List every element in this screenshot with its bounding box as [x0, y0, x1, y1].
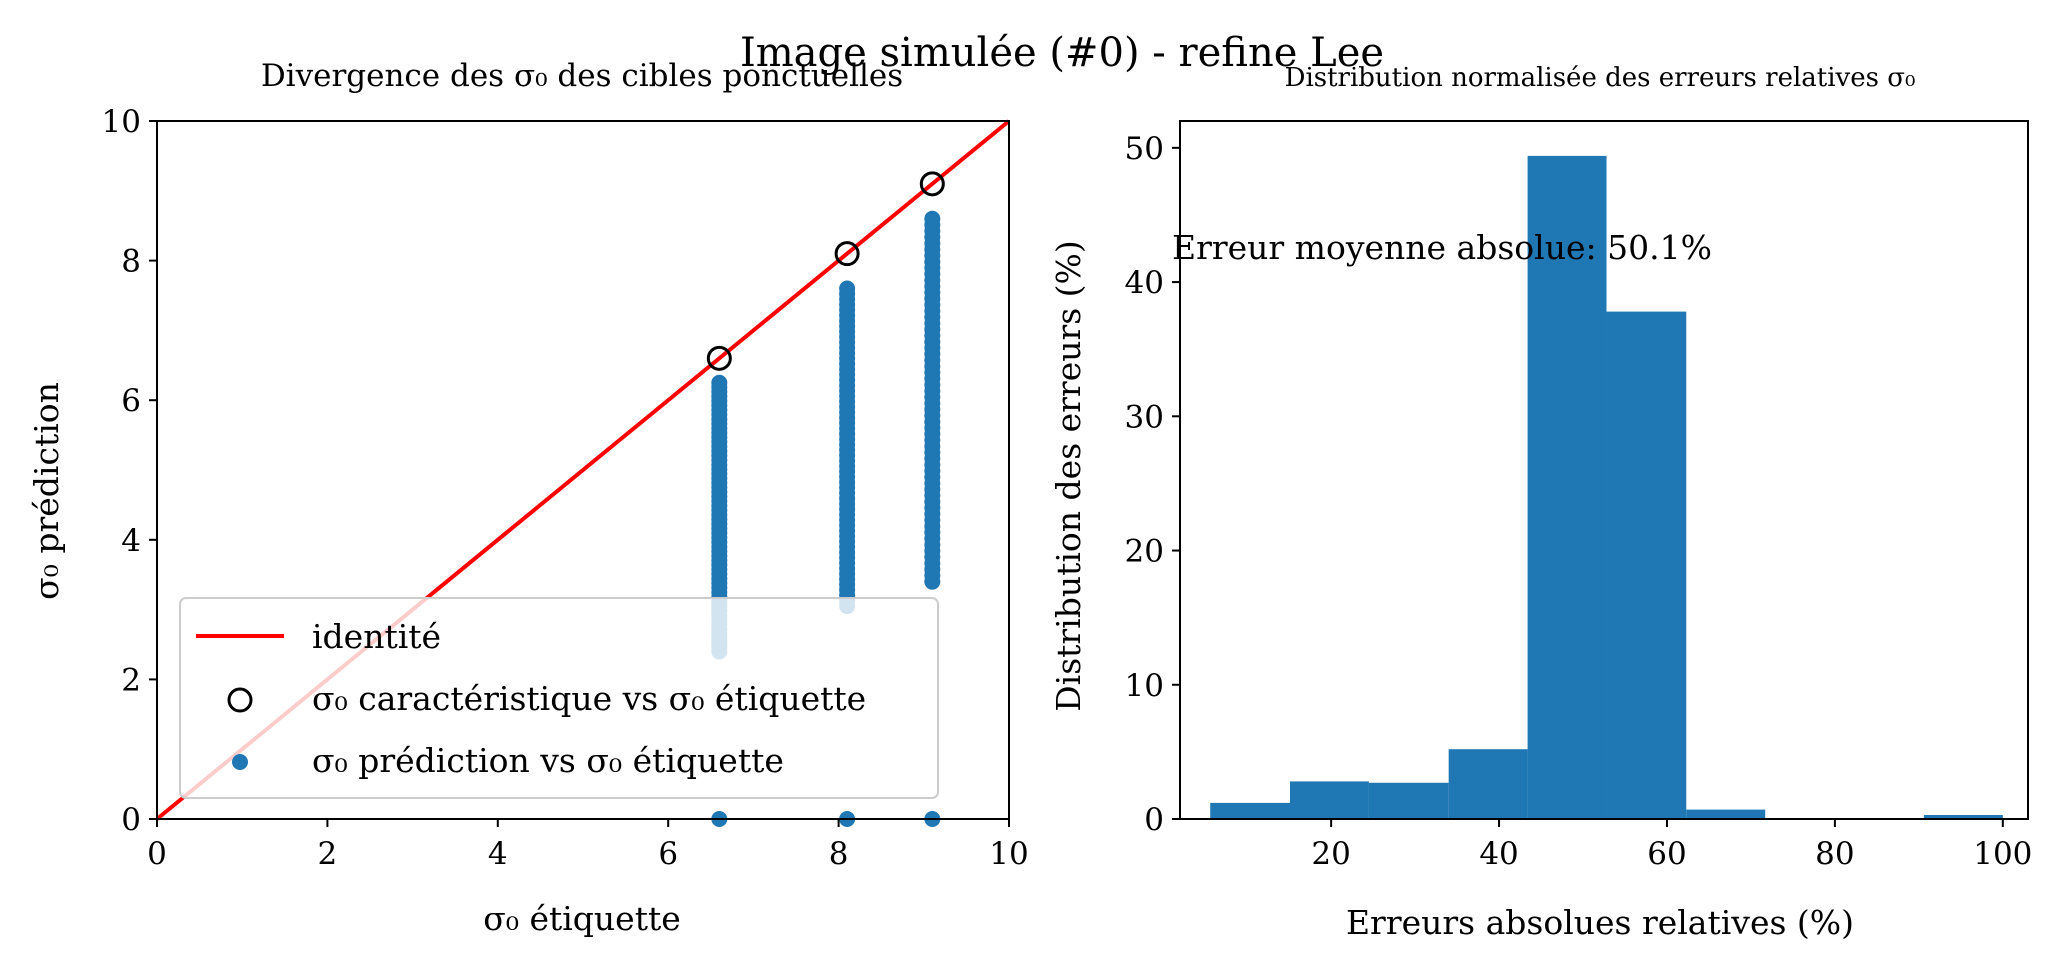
scatter-chart: Divergence des σ₀ des cibles ponctuelles…: [27, 58, 1029, 938]
legend-identity-label: identité: [312, 617, 441, 656]
histogram-chart: Distribution normalisée des erreurs rela…: [1049, 63, 2032, 942]
x-tick-label: 60: [1647, 836, 1686, 872]
histogram-ylabel: Distribution des erreurs (%): [1049, 240, 1088, 712]
scatter-axes-frame: [156, 120, 1010, 820]
scatter-ylabel: σ₀ prédiction: [27, 382, 66, 600]
legend-prediction-swatch: [232, 754, 248, 770]
x-tick-label: 10: [989, 836, 1028, 872]
histogram-bar: [1606, 311, 1687, 819]
histogram-axes-frame: [1179, 120, 2029, 820]
characteristic-point: [919, 171, 945, 197]
histogram-bar: [1923, 814, 2003, 819]
x-tick-label: 4: [488, 836, 508, 872]
characteristic-point: [706, 345, 732, 371]
x-tick-label: 0: [147, 836, 167, 872]
histogram-bar: [1527, 155, 1607, 819]
histogram-annotation: Erreur moyenne absolue: 50.1%: [1172, 228, 1712, 267]
y-tick-label: 6: [121, 383, 141, 419]
histogram-x-ticks: 20 40 60 80 100: [1311, 819, 2032, 872]
x-tick-label: 40: [1479, 836, 1518, 872]
legend-characteristic-swatch: [227, 687, 253, 713]
y-tick-label: 8: [121, 244, 141, 280]
scatter-title: Divergence des σ₀ des cibles ponctuelles: [261, 58, 903, 94]
legend-box: [179, 597, 939, 799]
prediction-point: [924, 210, 941, 227]
x-tick-label: 80: [1815, 836, 1854, 872]
y-tick-label: 50: [1125, 131, 1164, 167]
histogram-bar: [1368, 782, 1449, 819]
histogram-title: Distribution normalisée des erreurs rela…: [1285, 63, 1916, 93]
figure-suptitle: Image simulée (#0) - refine Lee: [740, 30, 1384, 76]
histogram-bar: [1210, 802, 1290, 819]
y-tick-label: 30: [1125, 399, 1164, 435]
y-tick-label: 4: [121, 523, 141, 559]
scatter-x-ticks: 0 2 4 6 8 10: [147, 819, 1029, 872]
x-tick-label: 6: [658, 836, 678, 872]
histogram-y-ticks: 0 10 20 30 40 50: [1125, 131, 1180, 838]
scatter-legend: identité σ₀ caractéristique vs σ₀ étique…: [179, 597, 939, 799]
prediction-point: [839, 280, 856, 297]
x-tick-label: 2: [318, 836, 338, 872]
x-tick-label: 100: [1973, 836, 2032, 872]
scatter-y-ticks: 0 2 4 6 8 10: [102, 104, 157, 838]
y-tick-label: 2: [121, 662, 141, 698]
prediction-point: [711, 374, 728, 391]
characteristic-point: [834, 241, 860, 267]
histogram-bar: [1289, 781, 1369, 819]
y-tick-label: 0: [1144, 802, 1164, 838]
y-tick-label: 10: [102, 104, 141, 140]
legend-prediction-label: σ₀ prédiction vs σ₀ étiquette: [312, 741, 784, 780]
y-tick-label: 20: [1125, 534, 1164, 570]
legend-characteristic-label: σ₀ caractéristique vs σ₀ étiquette: [312, 679, 866, 718]
x-tick-label: 20: [1311, 836, 1350, 872]
scatter-xlabel: σ₀ étiquette: [483, 899, 681, 938]
y-tick-label: 0: [121, 802, 141, 838]
histogram-bar: [1686, 809, 1766, 819]
histogram-xlabel: Erreurs absolues relatives (%): [1346, 903, 1854, 942]
histogram-bar: [1448, 749, 1528, 819]
y-tick-label: 40: [1125, 265, 1164, 301]
x-tick-label: 8: [829, 836, 849, 872]
y-tick-label: 10: [1125, 668, 1164, 704]
histogram-plot-area: [1179, 120, 2029, 820]
